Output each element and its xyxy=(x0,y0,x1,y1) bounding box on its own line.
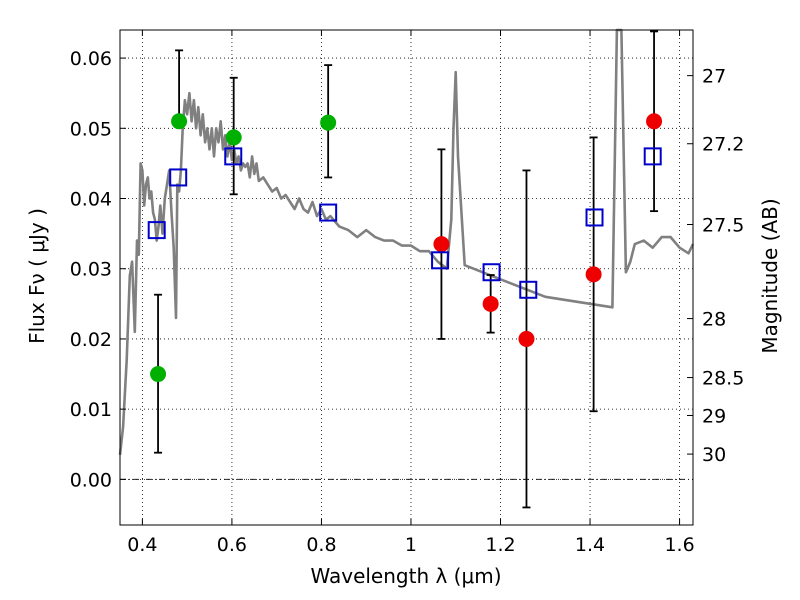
red-data-point xyxy=(482,295,499,312)
model-photometry-square xyxy=(519,280,538,299)
y-tick-label: 0.06 xyxy=(70,48,112,70)
right-tick-label: 29 xyxy=(702,405,726,427)
right-tick-label: 28 xyxy=(702,309,726,331)
model-photometry-square xyxy=(147,221,166,240)
x-tick-label: 0.4 xyxy=(127,534,157,556)
model-photometry-square xyxy=(482,263,501,282)
x-tick-label: 1.2 xyxy=(485,534,515,556)
right-tick-label: 28.5 xyxy=(702,368,744,390)
model-photometry-square xyxy=(224,147,243,166)
red-data-point xyxy=(646,113,663,130)
green-data-point xyxy=(150,366,167,383)
right-tick-label: 27.2 xyxy=(702,134,744,156)
y-tick-label: 0.04 xyxy=(70,189,112,211)
y-tick-label: 0.01 xyxy=(70,399,112,421)
right-tick-label: 27 xyxy=(702,66,726,88)
x-tick-label: 0.6 xyxy=(217,534,247,556)
x-tick-label: 1.6 xyxy=(664,534,694,556)
x-tick-label: 1.4 xyxy=(575,534,605,556)
plot-frame xyxy=(119,29,694,526)
y-tick-label: 0.03 xyxy=(70,259,112,281)
data-markers xyxy=(147,113,663,383)
grid xyxy=(120,30,693,525)
y-axis-label: Flux Fν ( μJy ) xyxy=(25,208,49,344)
model-photometry-square xyxy=(431,251,450,270)
model-photometry-square xyxy=(319,203,338,222)
right-tick-label: 30 xyxy=(702,444,726,466)
right-tick-label: 27.5 xyxy=(702,214,744,236)
error-bars xyxy=(154,30,659,509)
green-data-point xyxy=(320,114,337,131)
red-data-point xyxy=(433,236,450,253)
axis-ticks xyxy=(120,30,693,525)
model-photometry-square xyxy=(169,168,188,187)
y-tick-label: 0.02 xyxy=(70,329,112,351)
model-spectrum xyxy=(118,28,695,455)
green-data-point xyxy=(225,129,242,146)
model-sed-line xyxy=(118,28,695,455)
red-data-point xyxy=(518,330,535,347)
tick-labels: 0.4 0.6 0.8 1 1.2 1.4 1.6 0.00 0.01 0.02 0.03 0.04 0… xyxy=(70,48,745,556)
red-data-point xyxy=(585,266,602,283)
x-axis-label: Wavelength λ (μm) xyxy=(310,564,501,588)
green-data-point xyxy=(171,113,188,130)
model-photometry-square xyxy=(643,147,662,166)
x-tick-label: 0.8 xyxy=(306,534,336,556)
model-photometry-square xyxy=(585,208,604,227)
y-tick-label: 0.05 xyxy=(70,118,112,140)
right-axis-label: Magnitude (AB) xyxy=(758,198,782,353)
y-tick-label: 0.00 xyxy=(70,469,112,491)
x-tick-label: 1 xyxy=(405,534,417,556)
